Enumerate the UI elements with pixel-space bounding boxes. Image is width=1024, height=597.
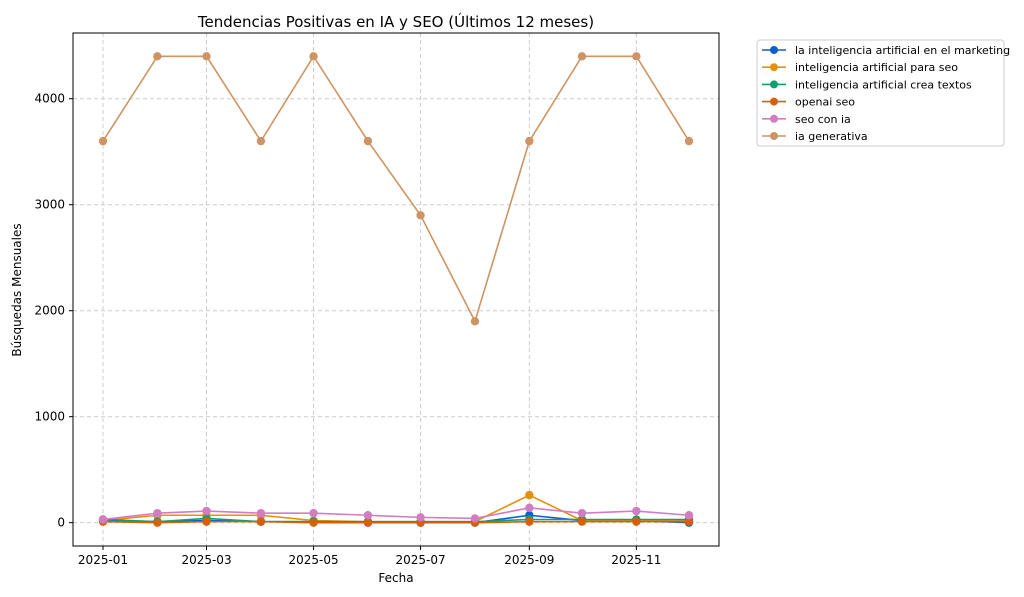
data-point xyxy=(363,511,373,520)
x-tick-label: 2025-05 xyxy=(288,553,338,567)
data-point xyxy=(202,517,211,526)
data-point xyxy=(309,52,318,61)
data-point xyxy=(98,515,108,524)
series-line xyxy=(102,494,689,523)
data-point xyxy=(632,517,641,526)
data-point xyxy=(98,136,108,146)
data-point xyxy=(525,503,534,513)
data-point xyxy=(632,506,641,516)
legend-frame xyxy=(756,39,1005,147)
x-tick-label: 2025-01 xyxy=(78,553,128,567)
legend-marker xyxy=(770,97,778,106)
y-axis-label: Búsquedas Mensuales xyxy=(10,223,24,356)
chart-title: Tendencias Positivas en IA y SEO (Último… xyxy=(197,12,594,31)
legend-label: la inteligencia artificial en el marketi… xyxy=(795,44,1010,57)
y-tick-label: 0 xyxy=(57,516,65,530)
data-point xyxy=(416,513,425,522)
legend-marker xyxy=(770,63,778,72)
data-point xyxy=(202,52,211,61)
x-tick-label: 2025-07 xyxy=(395,553,445,567)
legend-marker xyxy=(770,114,778,123)
data-point xyxy=(577,508,587,518)
series-5 xyxy=(98,52,694,326)
data-point xyxy=(470,514,480,523)
data-point xyxy=(525,490,534,500)
legend-label: openai seo xyxy=(795,96,855,109)
y-tick-label: 4000 xyxy=(34,92,65,106)
data-point xyxy=(684,517,694,526)
data-point xyxy=(309,518,318,527)
ticks: 2025-01 2025-03 2025-05 2025-07 2025-09 2025-… xyxy=(34,92,661,567)
legend-marker xyxy=(770,132,778,140)
legend: la inteligencia artificial en el marketi… xyxy=(756,39,1010,147)
x-tick-label: 2025-09 xyxy=(504,553,554,567)
data-point xyxy=(684,511,694,520)
data-point xyxy=(309,508,318,518)
data-point xyxy=(256,517,266,526)
y-tick-label: 3000 xyxy=(34,198,65,212)
data-point xyxy=(577,52,587,61)
series-line xyxy=(102,520,689,524)
legend-label: ia generativa xyxy=(795,130,868,143)
grid xyxy=(73,33,719,546)
series-4 xyxy=(98,503,694,524)
data-point xyxy=(525,517,534,526)
legend-label: inteligencia artificial para seo xyxy=(795,61,958,74)
y-tick-label: 1000 xyxy=(34,410,65,424)
data-point xyxy=(577,517,587,526)
series-lines xyxy=(98,52,694,527)
legend-marker xyxy=(770,46,778,54)
data-point xyxy=(202,506,211,516)
series-line xyxy=(102,507,690,521)
data-point xyxy=(153,508,162,518)
legend-label: inteligencia artificial crea textos xyxy=(795,78,972,91)
data-point xyxy=(684,136,694,146)
data-point xyxy=(525,136,534,146)
x-axis-label: Fecha xyxy=(378,571,413,585)
legend-label: seo con ia xyxy=(795,113,851,126)
data-point xyxy=(256,136,266,146)
data-point xyxy=(256,508,266,518)
data-point xyxy=(153,518,162,527)
data-point xyxy=(416,211,425,220)
series-line xyxy=(102,54,690,324)
data-point xyxy=(363,136,373,146)
series-line xyxy=(102,517,689,523)
x-tick-label: 2025-11 xyxy=(611,553,661,567)
x-tick-label: 2025-03 xyxy=(181,553,231,567)
legend-marker xyxy=(770,80,778,89)
data-point xyxy=(470,317,480,326)
data-point xyxy=(632,52,641,61)
plot-frame xyxy=(72,32,720,547)
data-point xyxy=(363,518,373,527)
y-tick-label: 2000 xyxy=(34,304,65,318)
data-point xyxy=(153,52,162,61)
